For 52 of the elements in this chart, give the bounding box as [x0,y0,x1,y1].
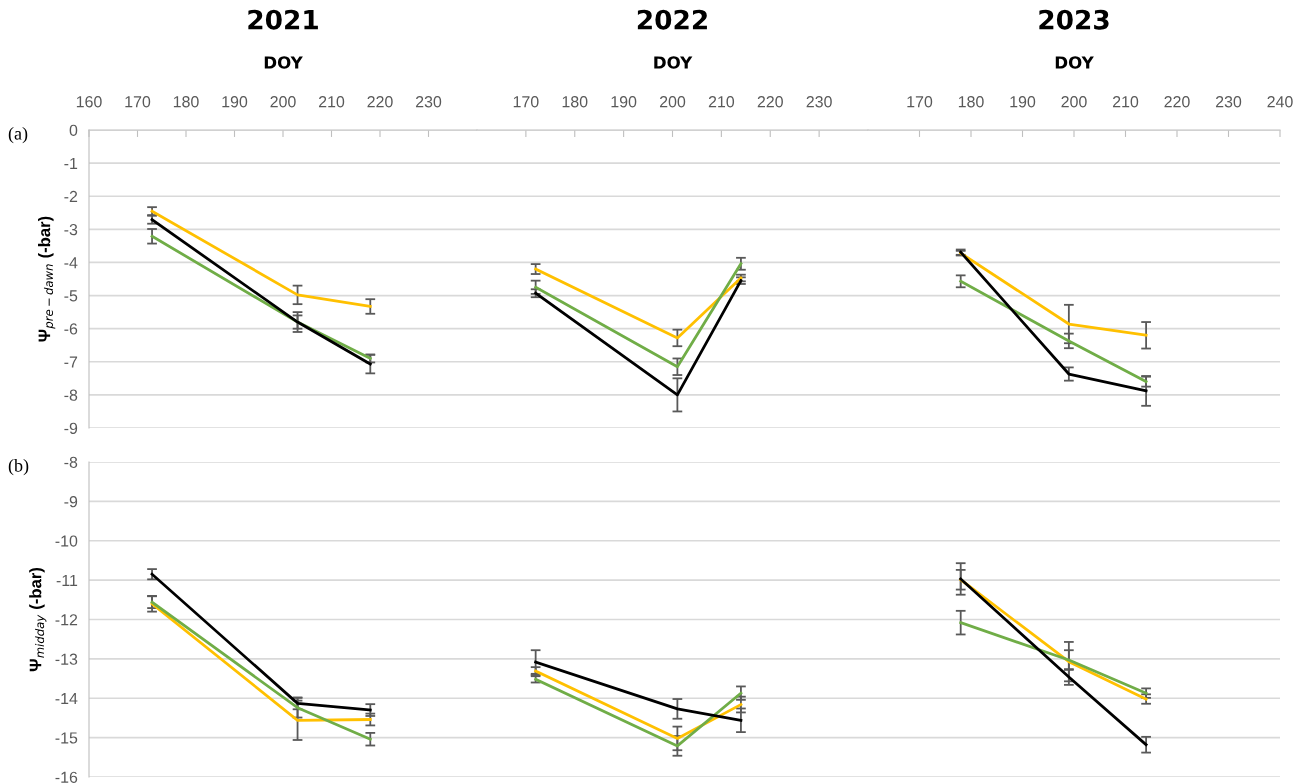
y-tick-label: -5 [64,290,78,302]
x-tick-label: 180 [173,96,199,108]
y-tick-label: -13 [55,653,78,665]
x-tick-label: 220 [1164,96,1190,108]
x-tick-label: 190 [611,96,637,108]
x-tick-label: 200 [270,96,296,108]
x-tick-label: 170 [513,96,539,108]
y-tick-label: 0 [69,124,78,136]
x-tick-label: 200 [659,96,686,108]
x-tick-label: 210 [1112,96,1139,108]
y-tick-label: -6 [64,323,78,335]
x-tick-label: 170 [125,96,151,108]
y-tick-label: -9 [64,496,78,508]
y-tick-label: -7 [64,356,78,368]
x-tick-label: 230 [415,96,442,108]
x-tick-label: 180 [958,96,984,108]
x-tick-label: 210 [318,96,345,108]
x-tick-label: 190 [222,96,248,108]
y-axis-title: Ψ$_{pre−dawn}$ (-bar) [38,216,56,342]
y-tick-label: -8 [64,389,78,401]
x-tick-label: 160 [76,96,102,108]
y-tick-label: -2 [64,190,78,203]
x-tick-label: 220 [367,96,393,108]
y-tick-label: -3 [64,223,78,236]
y-tick-label: -8 [64,456,78,468]
y-tick-label: -1 [64,157,78,169]
y-tick-label: -11 [56,574,78,586]
x-tick-label: 170 [907,96,933,108]
chart-title: 2022 [637,9,707,30]
x-tick-label: 190 [1010,96,1036,108]
x-tick-label: 180 [562,96,588,108]
y-tick-label: -12 [55,614,78,626]
x-tick-label: 230 [806,96,832,108]
y-tick-label: -10 [55,535,78,547]
y-tick-label: -16 [55,771,78,783]
y-axis-title: Ψ$_{midday}$ (-bar) [29,567,47,672]
chart-title: 2021 [248,9,318,30]
x-tick-label: 230 [1215,96,1242,108]
x-tick-label: 200 [1061,96,1087,108]
chart-title: 2023 [1039,9,1109,30]
y-tick-label: -14 [55,693,78,705]
x-axis-title: DOY [264,56,303,69]
y-tick-label: -4 [64,257,78,269]
y-tick-label: -9 [64,422,78,434]
y-tick-label: -15 [55,732,78,744]
x-axis-title: DOY [1055,56,1094,69]
x-tick-label: 220 [757,96,783,108]
x-tick-label: 210 [708,96,735,108]
x-tick-label: 240 [1267,96,1293,108]
text: (b) [8,459,29,476]
text: (a) [8,127,28,144]
x-axis-title: DOY [654,56,693,69]
